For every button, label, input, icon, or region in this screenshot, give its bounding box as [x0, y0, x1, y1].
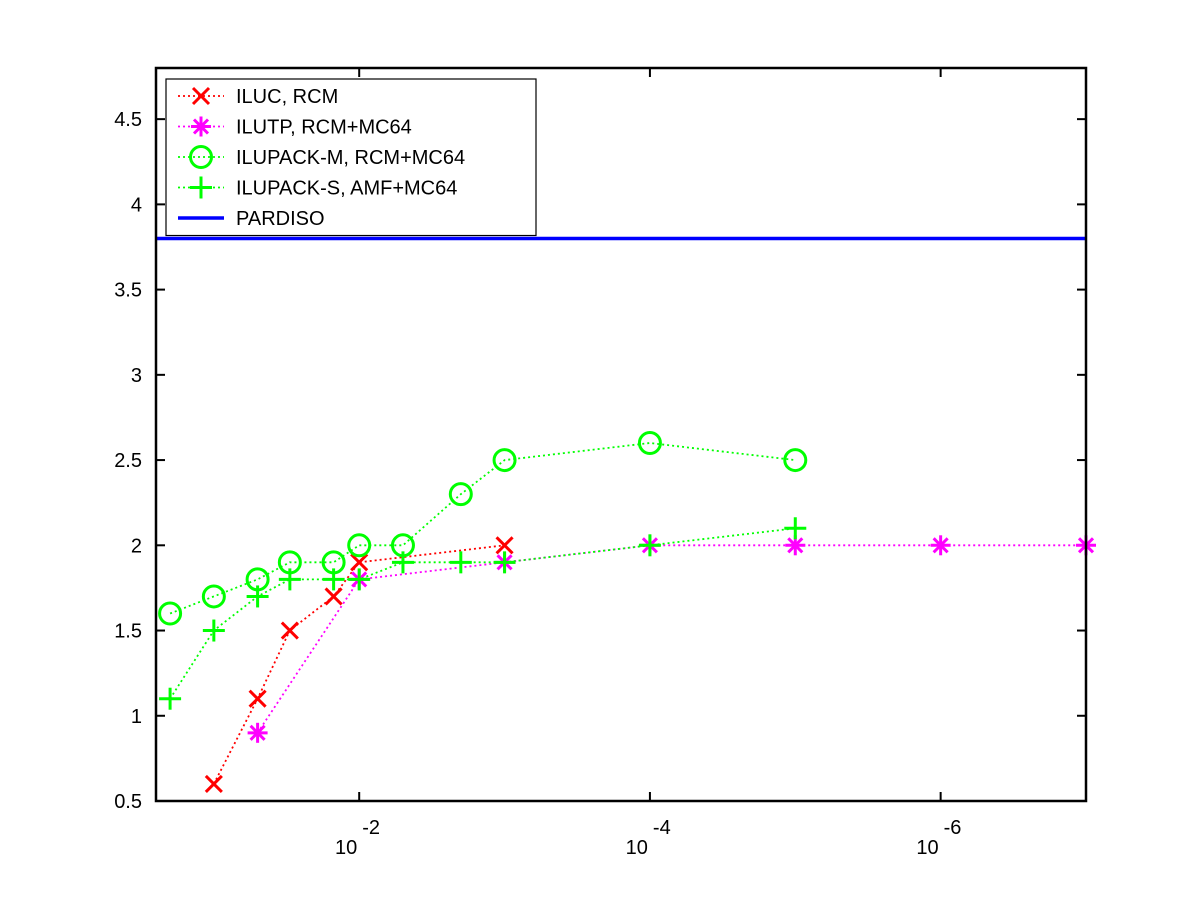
legend-box	[165, 78, 537, 237]
legend-label: ILUPACK-M, RCM+MC64	[236, 147, 465, 169]
marker-x	[280, 621, 299, 640]
marker-star	[191, 116, 211, 137]
marker-x	[324, 587, 343, 606]
marker-plus	[784, 517, 807, 540]
legend-label: PARDISO	[236, 208, 325, 230]
marker-plus	[391, 551, 414, 574]
series-layer	[156, 236, 1096, 794]
y-tick-label: 1	[131, 706, 142, 728]
marker-circle	[492, 448, 517, 473]
legend: ILUC, RCM ILUTP, RCM+MC64 ILUPACK-M, RCM+M…	[165, 78, 537, 237]
x-tick-label-base: 10	[916, 837, 938, 859]
marker-star	[247, 722, 268, 743]
marker-star	[930, 535, 951, 556]
marker-plus	[202, 619, 225, 642]
x-tick-label-exponent: -6	[944, 817, 962, 839]
series-ilupack-m-rcm-mc64	[158, 431, 808, 626]
marker-circle	[783, 448, 808, 473]
marker-plus	[638, 534, 661, 557]
x-tick-label-exponent: -2	[362, 817, 380, 839]
marker-circle	[189, 145, 213, 169]
marker-x	[204, 774, 223, 794]
marker-plus	[190, 176, 212, 199]
marker-plus	[348, 568, 371, 591]
y-tick-label: 4.5	[114, 109, 142, 131]
axes-border	[154, 66, 1088, 803]
axis-ticks: 0.511.522.533.544.510-210-410-6	[114, 68, 1086, 859]
legend-item: ILUPACK-M, RCM+MC64	[178, 145, 465, 169]
legend-label: ILUC, RCM	[236, 86, 338, 108]
y-tick-label: 2.5	[114, 450, 142, 472]
marker-circle	[158, 601, 183, 626]
marker-circle	[201, 584, 226, 609]
marker-x	[191, 86, 211, 106]
series-ilupack-s-amf-mc64	[159, 517, 807, 710]
x-tick-label-base: 10	[335, 837, 357, 859]
legend-label: ILUPACK-S, AMF+MC64	[236, 178, 457, 200]
marker-circle	[448, 482, 473, 507]
marker-plus	[278, 568, 301, 591]
y-tick-label: 3	[131, 365, 142, 387]
series-iluc-rcm	[204, 536, 514, 794]
series-line	[169, 442, 796, 615]
legend-item: ILUPACK-S, AMF+MC64	[178, 176, 457, 200]
marker-plus	[246, 585, 269, 608]
x-tick-label-base: 10	[626, 837, 648, 859]
y-tick-label: 0.5	[114, 791, 142, 813]
x-tick-label-exponent: -4	[653, 817, 671, 839]
y-tick-label: 3.5	[114, 280, 142, 302]
marker-x	[495, 536, 514, 555]
marker-plus	[159, 687, 182, 710]
y-tick-label: 1.5	[114, 621, 142, 643]
marker-plus	[449, 551, 472, 574]
legend-item: PARDISO	[178, 208, 325, 230]
legend-item: ILUC, RCM	[178, 86, 338, 108]
marker-circle	[347, 533, 372, 558]
legend-label: ILUTP, RCM+MC64	[236, 117, 412, 139]
marker-x	[248, 689, 267, 708]
y-tick-label: 4	[131, 194, 142, 216]
axes-frame	[154, 66, 1088, 803]
marker-x	[350, 553, 369, 572]
y-tick-label: 2	[131, 535, 142, 557]
marker-star	[785, 535, 806, 556]
legend-item: ILUTP, RCM+MC64	[178, 116, 412, 139]
marker-circle	[637, 431, 662, 456]
marker-plus	[322, 568, 345, 591]
marker-plus	[493, 551, 516, 574]
